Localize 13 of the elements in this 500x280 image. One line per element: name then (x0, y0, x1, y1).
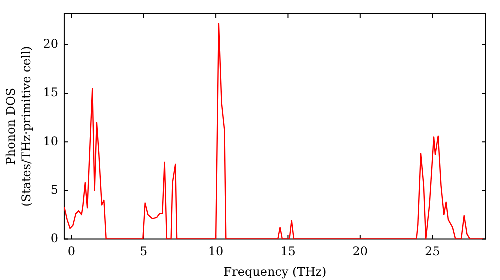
x-tick-label: 10 (208, 244, 224, 259)
y-axis-title: Phonon DOS (States/THz·primitive cell) (4, 46, 34, 207)
x-axis-title: Frequency (THz) (224, 264, 327, 279)
x-tick-label: 20 (352, 244, 368, 259)
x-tick-label: 5 (140, 244, 148, 259)
x-tick-label: 15 (280, 244, 296, 259)
x-tick-label: 25 (424, 244, 440, 259)
x-tick-label: 0 (68, 244, 76, 259)
y-tick-label: 15 (43, 86, 58, 100)
y-tick-label: 0 (50, 231, 58, 246)
y-tick-label: 10 (43, 134, 58, 148)
y-tick-label: 20 (43, 37, 58, 52)
y-tick-label: 5 (50, 182, 58, 197)
